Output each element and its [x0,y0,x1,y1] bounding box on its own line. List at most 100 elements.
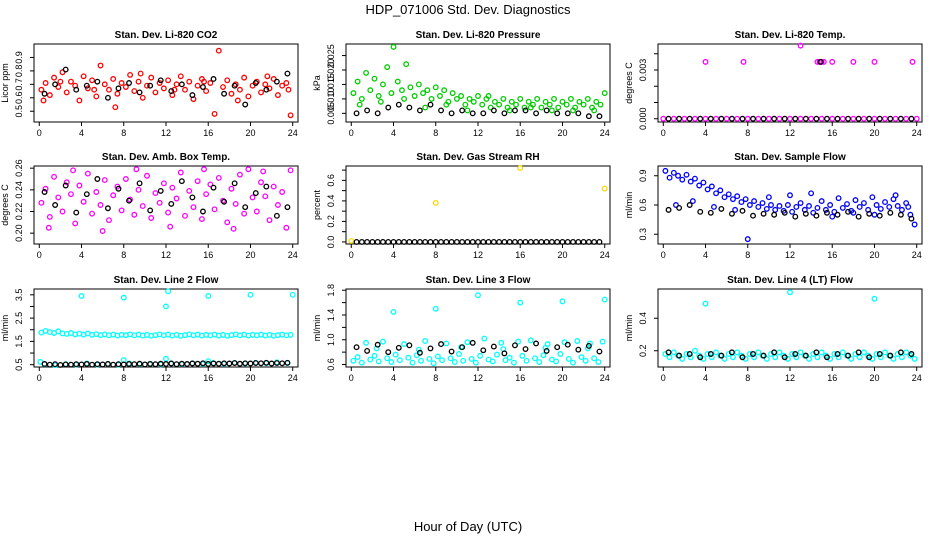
data-point [430,360,437,367]
data-point [350,90,357,97]
data-point [871,211,878,218]
data-point [163,303,169,310]
data-point [118,207,125,214]
data-point [776,203,783,209]
data-point [73,209,80,216]
data-point [708,183,715,190]
data-point [152,361,159,368]
data-point [401,95,408,102]
data-point [908,351,915,357]
data-point [194,360,201,367]
data-point [487,104,494,111]
data-point [416,238,423,245]
data-point [679,176,686,183]
data-point [897,349,904,356]
panel-temp: Stan. Dev. Li-820 Temp. 0 4 8 12 16 20 24 0.000 0… [624,30,923,138]
data-point [869,194,876,201]
data-point [242,101,249,108]
data-point [165,288,172,295]
data-point [692,175,698,182]
x-tick-label: 24 [288,250,298,260]
data-point [755,115,762,122]
data-point [110,76,117,82]
data-point [750,212,756,219]
data-point [814,204,821,211]
data-point [210,76,217,82]
data-series [38,166,294,234]
data-point [784,202,791,208]
panel-line4: Stan. Dev. Line 4 (LT) Flow 0 4 8 12 16 20 24 0.… [624,275,923,383]
data-point [394,78,401,85]
x-tick-label: 16 [515,373,525,383]
data-point [157,77,164,84]
data-point [776,115,783,122]
data-point [247,291,254,298]
y-tick-label: 0.6 [14,92,24,105]
data-point [459,344,466,351]
data-point [871,115,878,122]
panel-title: Stan. Dev. Amb. Box Temp. [102,152,230,163]
data-point [168,88,175,95]
data-point [443,101,450,108]
data-point [253,208,260,215]
data-point [83,361,90,367]
data-point [866,210,873,217]
data-point [220,84,226,90]
data-point [679,355,686,362]
data-point [84,170,91,177]
data-point [364,107,371,114]
data-point [860,349,867,356]
data-point [860,115,867,122]
data-point [385,238,392,245]
data-point [797,115,804,122]
x-tick-label: 16 [827,373,837,383]
data-point [395,101,402,108]
data-point [198,216,205,223]
data-point [681,115,688,122]
data-point [84,85,91,92]
data-point [52,81,59,88]
data-point [813,349,820,356]
data-point [802,115,809,122]
y-axis-label: ml/min [624,315,634,342]
data-point [263,359,270,366]
data-point [63,89,70,96]
data-point [152,89,159,96]
data-point [713,349,720,356]
data-point [738,199,745,206]
data-point [824,209,830,216]
x-tick-label: 16 [515,250,525,260]
data-point [734,115,741,122]
data-point [375,358,382,365]
data-point [580,101,587,108]
data-point [415,346,422,353]
x-tick-label: 8 [433,128,438,138]
data-point [470,98,477,105]
data-series [37,288,296,369]
data-point [475,238,481,245]
data-point [660,115,667,122]
x-tick-label: 4 [79,250,84,260]
x-tick-label: 20 [869,373,879,383]
data-point [744,236,751,243]
data-point [472,359,479,366]
data-point [406,342,413,349]
data-point [406,104,413,111]
data-point [115,85,122,92]
data-point [787,115,793,122]
data-point [405,354,412,361]
data-point [157,187,164,194]
data-point [708,354,715,361]
data-point [797,200,804,206]
data-point [120,361,127,368]
data-point [94,361,101,368]
figure-title: HDP_071006 Std. Dev. Diagnostics [366,2,571,17]
data-point [466,95,473,102]
data-point [676,204,683,211]
data-point [76,182,83,189]
data-point [432,305,439,312]
data-point [441,87,448,94]
data-point [751,354,758,361]
data-point [728,115,735,122]
data-point [89,210,96,217]
